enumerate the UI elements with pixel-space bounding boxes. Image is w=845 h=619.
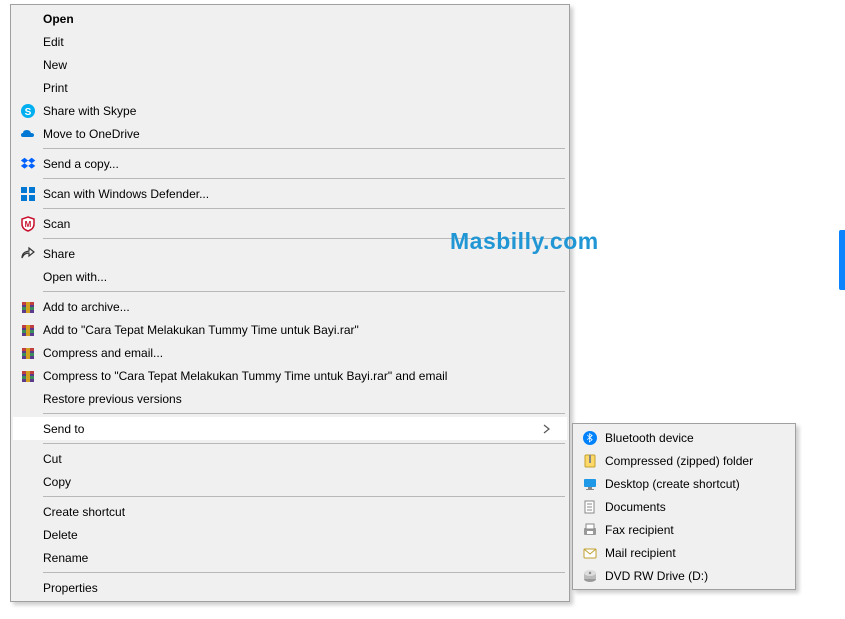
main_menu-item-properties[interactable]: Properties (13, 576, 567, 599)
menu-item-label: Move to OneDrive (39, 127, 563, 141)
main_menu-separator (43, 238, 565, 239)
sub_menu-item-dvd-rw-drive-d[interactable]: DVD RW Drive (D:) (575, 564, 793, 587)
menu-item-label: Share with Skype (39, 104, 563, 118)
sub_menu-item-mail-recipient[interactable]: Mail recipient (575, 541, 793, 564)
main_menu-item-cut[interactable]: Cut (13, 447, 567, 470)
main_menu-item-move-to-onedrive[interactable]: Move to OneDrive (13, 122, 567, 145)
menu-item-label: Add to "Cara Tepat Melakukan Tummy Time … (39, 323, 563, 337)
main_menu-item-new[interactable]: New (13, 53, 567, 76)
menu-item-label: Bluetooth device (601, 431, 789, 445)
menu-item-label: Send to (39, 422, 543, 436)
chevron-right-icon (543, 424, 563, 434)
dvd-icon (579, 568, 601, 584)
menu-item-label: Print (39, 81, 563, 95)
main_menu-item-print[interactable]: Print (13, 76, 567, 99)
menu-item-label: Scan (39, 217, 563, 231)
menu-item-label: Share (39, 247, 563, 261)
menu-item-label: Send a copy... (39, 157, 563, 171)
main_menu-separator (43, 178, 565, 179)
sub_menu-item-bluetooth-device[interactable]: Bluetooth device (575, 426, 793, 449)
right-edge-accent (839, 230, 845, 290)
menu-item-label: Properties (39, 581, 563, 595)
main_menu-item-compress-and-email[interactable]: Compress and email... (13, 341, 567, 364)
zip-icon (579, 453, 601, 469)
menu-item-label: Documents (601, 500, 789, 514)
skype-icon: S (17, 103, 39, 119)
main_menu-item-delete[interactable]: Delete (13, 523, 567, 546)
winrar-icon (17, 368, 39, 384)
documents-icon (579, 499, 601, 515)
main_menu-item-copy[interactable]: Copy (13, 470, 567, 493)
main_menu-item-restore-previous-versions[interactable]: Restore previous versions (13, 387, 567, 410)
dropbox-icon (17, 156, 39, 172)
main_menu-item-rename[interactable]: Rename (13, 546, 567, 569)
main_menu-item-add-to-archive[interactable]: Add to archive... (13, 295, 567, 318)
winrar-icon (17, 322, 39, 338)
menu-item-label: Fax recipient (601, 523, 789, 537)
menu-item-label: Delete (39, 528, 563, 542)
menu-item-label: Restore previous versions (39, 392, 563, 406)
main_menu-item-compress-to-cara-tepat-melakukan-tummy-time-untuk-bayi-rar-and-email[interactable]: Compress to "Cara Tepat Melakukan Tummy … (13, 364, 567, 387)
main_menu-separator (43, 291, 565, 292)
menu-item-label: Compressed (zipped) folder (601, 454, 789, 468)
menu-item-label: Open (39, 12, 563, 26)
menu-item-label: Rename (39, 551, 563, 565)
sub_menu-item-compressed-zipped-folder[interactable]: Compressed (zipped) folder (575, 449, 793, 472)
menu-item-label: New (39, 58, 563, 72)
svg-text:M: M (25, 220, 32, 229)
menu-item-label: Compress to "Cara Tepat Melakukan Tummy … (39, 369, 563, 383)
menu-item-label: Copy (39, 475, 563, 489)
menu-item-label: Add to archive... (39, 300, 563, 314)
main_menu-item-share[interactable]: Share (13, 242, 567, 265)
main_menu-item-open[interactable]: Open (13, 7, 567, 30)
menu-item-label: Compress and email... (39, 346, 563, 360)
main_menu-item-edit[interactable]: Edit (13, 30, 567, 53)
main_menu-separator (43, 148, 565, 149)
fax-icon (579, 522, 601, 538)
main_menu-item-scan-with-windows-defender[interactable]: Scan with Windows Defender... (13, 182, 567, 205)
main_menu-separator (43, 572, 565, 573)
menu-item-label: Cut (39, 452, 563, 466)
bluetooth-icon (579, 430, 601, 446)
menu-item-label: Open with... (39, 270, 563, 284)
menu-item-label: Desktop (create shortcut) (601, 477, 789, 491)
main_menu-item-share-with-skype[interactable]: S Share with Skype (13, 99, 567, 122)
menu-item-label: Mail recipient (601, 546, 789, 560)
winrar-icon (17, 299, 39, 315)
main_menu-item-send-to[interactable]: Send to (13, 417, 567, 440)
menu-item-label: Scan with Windows Defender... (39, 187, 563, 201)
send-to-submenu: Bluetooth device Compressed (zipped) fold… (572, 423, 796, 590)
main_menu-separator (43, 413, 565, 414)
share-icon (17, 246, 39, 262)
defender-icon (17, 186, 39, 202)
main_menu-item-create-shortcut[interactable]: Create shortcut (13, 500, 567, 523)
winrar-icon (17, 345, 39, 361)
main_menu-item-open-with[interactable]: Open with... (13, 265, 567, 288)
menu-item-label: Create shortcut (39, 505, 563, 519)
main_menu-separator (43, 443, 565, 444)
menu-item-label: DVD RW Drive (D:) (601, 569, 789, 583)
menu-item-label: Edit (39, 35, 563, 49)
main_menu-separator (43, 496, 565, 497)
main_menu-item-scan[interactable]: M Scan (13, 212, 567, 235)
onedrive-icon (17, 126, 39, 142)
mail-icon (579, 545, 601, 561)
svg-text:S: S (25, 107, 32, 118)
main-context-menu: Open Edit New Print S Share with Skype Move to… (10, 4, 570, 602)
main_menu-item-add-to-cara-tepat-melakukan-tummy-time-untuk-bayi-rar[interactable]: Add to "Cara Tepat Melakukan Tummy Time … (13, 318, 567, 341)
main_menu-item-send-a-copy[interactable]: Send a copy... (13, 152, 567, 175)
sub_menu-item-documents[interactable]: Documents (575, 495, 793, 518)
sub_menu-item-desktop-create-shortcut[interactable]: Desktop (create shortcut) (575, 472, 793, 495)
mcafee-icon: M (17, 216, 39, 232)
main_menu-separator (43, 208, 565, 209)
sub_menu-item-fax-recipient[interactable]: Fax recipient (575, 518, 793, 541)
desktop-icon (579, 476, 601, 492)
